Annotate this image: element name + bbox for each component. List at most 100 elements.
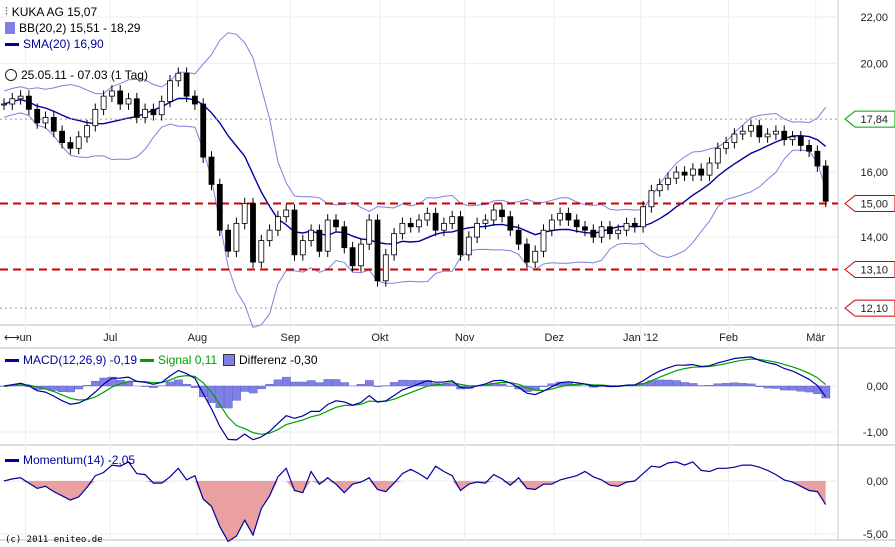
macd-histogram-bar: [497, 383, 507, 387]
candle-body: [449, 216, 456, 224]
candle-body: [623, 222, 630, 231]
price-tag-label: 17,84: [860, 114, 888, 126]
scroll-arrows-icon[interactable]: ⟷: [4, 332, 20, 344]
candle-body: [324, 219, 331, 252]
x-tick-label: Feb: [719, 332, 738, 344]
candle-body: [208, 156, 215, 185]
candle-body: [524, 243, 530, 263]
candle-body: [690, 168, 696, 176]
candle-body: [299, 240, 306, 256]
candle-body: [241, 203, 248, 224]
candle-body: [1, 103, 7, 106]
x-tick-label: Jul: [103, 332, 117, 344]
candle-body: [308, 229, 315, 242]
candle-body: [283, 209, 290, 218]
momentum-negative-area: [4, 481, 826, 542]
candle-body: [631, 222, 638, 228]
candle-body: [17, 95, 24, 100]
macd-histogram-bar: [680, 382, 690, 387]
candle-body: [615, 229, 622, 235]
price-tag: [844, 299, 895, 317]
macd-histogram-bar: [672, 380, 681, 387]
macd-histogram-bar: [688, 383, 698, 387]
candle-body: [482, 219, 489, 224]
candle-body: [274, 216, 281, 231]
macd-line: [3, 356, 827, 441]
macd-histogram-bar: [82, 385, 92, 387]
candle-body: [706, 162, 713, 176]
line-swatch-icon: [5, 42, 19, 46]
candle-body: [357, 243, 364, 267]
candle-body: [250, 203, 256, 263]
candle-body: [25, 95, 32, 110]
sma-label: SMA(20) 16,90: [23, 37, 104, 51]
price-tag: [844, 260, 895, 278]
macd-histogram-bar: [165, 381, 175, 387]
candle-body: [258, 240, 265, 263]
instrument-label: KUKA AG 15,07: [11, 5, 98, 19]
candle-body: [183, 72, 190, 97]
candle-body: [266, 229, 273, 242]
x-tick-label: Dez: [545, 332, 565, 344]
candle-body: [582, 226, 588, 231]
candle-body: [515, 229, 522, 245]
candle-body: [789, 136, 796, 141]
macd-histogram-bar: [331, 379, 341, 387]
macd-histogram-bar: [282, 376, 291, 387]
candle-body: [490, 209, 497, 221]
candle-body: [590, 229, 597, 238]
macd-y-tick-label: -1,00: [863, 427, 888, 439]
candle-body: [673, 171, 680, 179]
candle-body: [465, 236, 472, 256]
price-tag: [844, 110, 895, 128]
candle-body: [540, 229, 547, 252]
candle-body: [349, 247, 356, 267]
macd-histogram-bar: [663, 379, 673, 387]
legend-diff: Differenz -0,30: [223, 353, 318, 367]
x-tick-label: Mär: [806, 332, 825, 344]
macd-histogram-bar: [298, 381, 308, 387]
macd-histogram-bar: [406, 380, 416, 387]
macd-histogram-bar: [257, 385, 266, 389]
macd-histogram-bar: [356, 384, 366, 387]
candle-body: [374, 219, 381, 282]
candle-body: [416, 219, 422, 228]
line-swatch-icon: [5, 358, 19, 362]
candle-body: [598, 226, 605, 238]
price-tag-label: 15,00: [860, 199, 888, 211]
y-tick-label: 14,00: [860, 232, 888, 244]
macd-histogram-bar: [223, 385, 233, 409]
candle-body: [233, 222, 240, 252]
candle-body: [440, 222, 447, 231]
candle-body: [764, 133, 771, 138]
candle-body: [225, 229, 232, 252]
candle-body: [84, 125, 90, 138]
macd-y-tick-label: 0,00: [867, 381, 888, 393]
clock-icon: [5, 69, 17, 81]
x-tick-label: Aug: [188, 332, 208, 344]
candle-body: [474, 222, 481, 238]
legend-range[interactable]: 25.05.11 - 07.03 (1 Tag): [5, 68, 148, 82]
candle-body: [457, 216, 464, 256]
candle-body: [656, 184, 663, 192]
macd-histogram-bar: [705, 385, 715, 387]
macd-histogram-bar: [315, 382, 324, 387]
candle-body: [640, 206, 646, 228]
legend-sma: SMA(20) 16,90: [5, 37, 104, 51]
candle-body: [781, 130, 788, 141]
legend-signal: Signal 0,11: [140, 353, 217, 367]
signal-line: [3, 358, 827, 435]
legend-macd: MACD(12,26,9) -0,19: [5, 353, 137, 367]
macd-histogram-bar: [232, 385, 241, 401]
candle-body: [681, 171, 688, 176]
candle-body: [739, 130, 746, 135]
x-tick-label: Okt: [371, 332, 388, 344]
macd-histogram-bar: [796, 385, 806, 392]
macd-histogram-bar: [539, 385, 549, 387]
momentum-line: [3, 461, 827, 543]
macd-histogram-bar: [66, 385, 75, 393]
candlestick-icon: ⫶: [5, 5, 8, 18]
candle-body: [191, 95, 198, 105]
momentum-label: Momentum(14) -2,05: [23, 453, 136, 467]
